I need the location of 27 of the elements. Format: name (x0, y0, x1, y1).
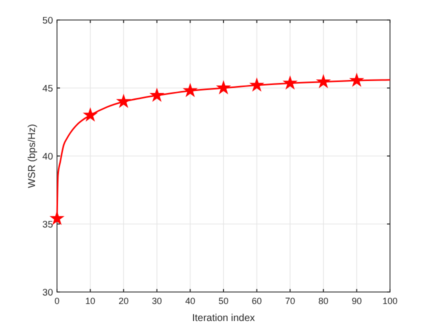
x-tick-label: 80 (318, 296, 328, 306)
point (316, 74, 331, 88)
point (82, 107, 98, 122)
x-axis-title: Iteration index (192, 313, 255, 324)
y-tick-label: 45 (42, 84, 53, 94)
point (282, 75, 298, 90)
x-tick-label: 70 (285, 296, 296, 306)
x-tick-label: 30 (152, 296, 162, 306)
point (116, 94, 132, 108)
point (249, 77, 264, 92)
y-tick-label: 35 (42, 220, 53, 230)
point (149, 88, 164, 102)
x-tick-label: 20 (118, 296, 129, 306)
x-tick-label: 60 (252, 296, 262, 306)
y-tick-label: 30 (42, 288, 53, 298)
x-tick-label: 50 (218, 296, 229, 306)
y-tick-label: 40 (42, 152, 53, 162)
x-tick-label: 40 (185, 296, 196, 306)
x-tick-label: 0 (54, 296, 60, 306)
point (349, 72, 364, 87)
x-tick-label: 90 (352, 296, 362, 306)
y-axis-title: WSR (bps/Hz) (27, 124, 38, 188)
x-tick-label: 10 (85, 296, 96, 306)
x-tick-label: 100 (382, 296, 398, 306)
point (216, 80, 232, 94)
point (182, 82, 198, 98)
y-tick-label: 50 (42, 16, 53, 26)
